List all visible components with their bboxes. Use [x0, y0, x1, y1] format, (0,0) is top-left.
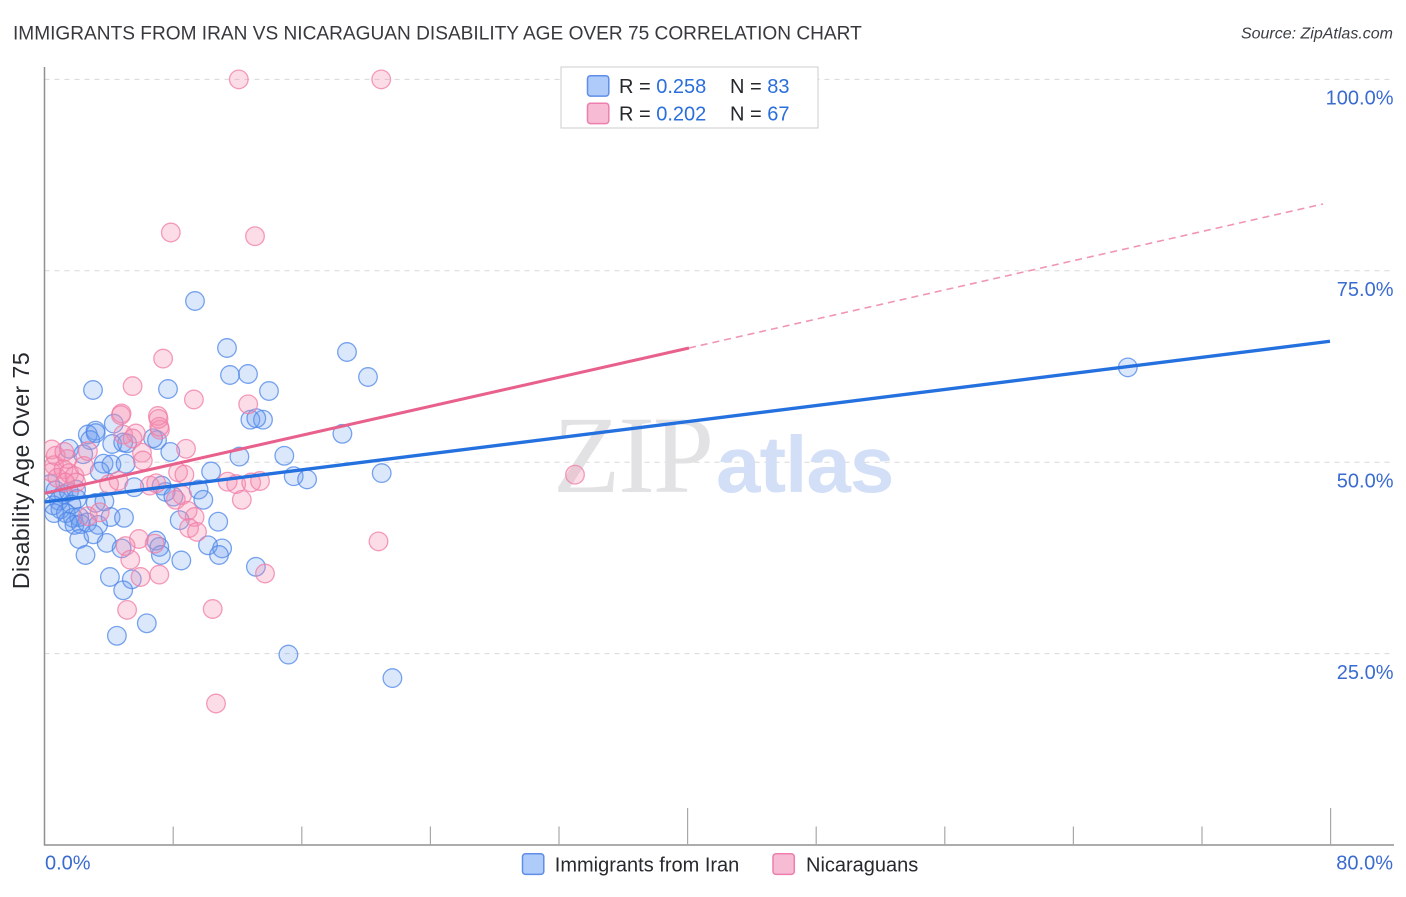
- svg-text:Nicaraguans: Nicaraguans: [806, 855, 918, 877]
- svg-text:50.0%: 50.0%: [1337, 471, 1394, 493]
- svg-text:Disability Age Over 75: Disability Age Over 75: [8, 352, 34, 589]
- svg-text:N = 83: N = 83: [730, 76, 790, 98]
- svg-text:0.0%: 0.0%: [45, 853, 91, 875]
- svg-text:80.0%: 80.0%: [1336, 853, 1393, 875]
- svg-text:R = 0.258: R = 0.258: [619, 76, 706, 98]
- svg-text:N = 67: N = 67: [730, 104, 790, 126]
- svg-text:100.0%: 100.0%: [1326, 88, 1394, 110]
- svg-text:Source: ZipAtlas.com: Source: ZipAtlas.com: [1241, 26, 1393, 43]
- svg-text:atlas: atlas: [716, 420, 893, 509]
- svg-text:25.0%: 25.0%: [1337, 662, 1394, 684]
- svg-text:R = 0.202: R = 0.202: [619, 104, 706, 126]
- svg-text:Immigrants from Iran: Immigrants from Iran: [555, 855, 739, 877]
- svg-text:75.0%: 75.0%: [1337, 279, 1394, 301]
- svg-text:ZIP: ZIP: [553, 394, 712, 516]
- svg-text:IMMIGRANTS FROM IRAN VS NICARA: IMMIGRANTS FROM IRAN VS NICARAGUAN DISAB…: [13, 24, 862, 45]
